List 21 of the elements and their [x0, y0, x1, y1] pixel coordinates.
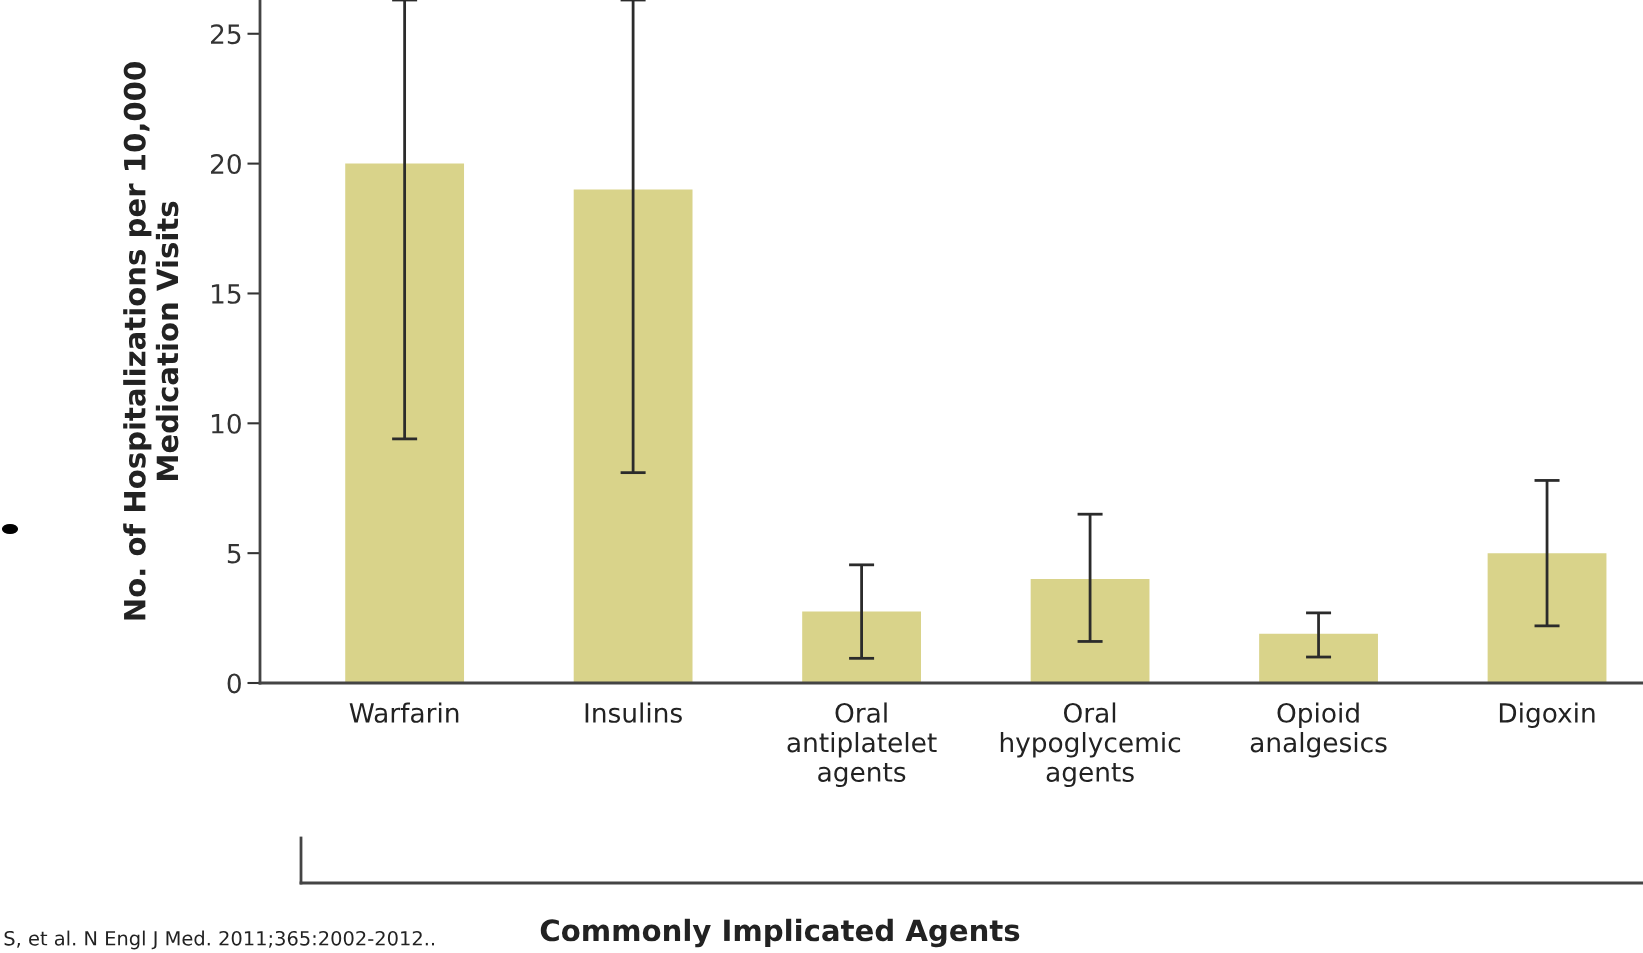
y-axis-title: No. of Hospitalizations per 10,000 Medication Visits [123, 62, 179, 620]
text: S, et al. N Engl J Med. 2011;365:2002-2012.. [4, 930, 435, 950]
y-tick-label: 25 [210, 24, 241, 45]
x-tick-label: Warfarin [349, 702, 459, 723]
bar [345, 163, 465, 683]
bar [573, 189, 693, 683]
bar [1487, 553, 1607, 683]
bar [1030, 579, 1150, 683]
y-tick-label: 15 [211, 284, 241, 304]
y-tick-label: 5 [227, 543, 241, 564]
y-tick-label: 0 [227, 673, 241, 694]
bar [1259, 633, 1378, 683]
x-tick-label: Digoxin [1499, 702, 1595, 728]
y-tick-label: 10 [211, 413, 241, 434]
bar [802, 611, 921, 683]
x-tick-label: Oral hypoglycemic agents [1000, 702, 1181, 788]
x-tick-label: Oral antiplatelet agents [787, 702, 937, 788]
x-axis-title: Commonly Implicated Agents [540, 918, 1020, 948]
x-tick-label: Opioid analgesics [1250, 702, 1387, 758]
y-tick-label: 20 [210, 154, 241, 175]
x-tick-label: Insulins [585, 702, 682, 723]
